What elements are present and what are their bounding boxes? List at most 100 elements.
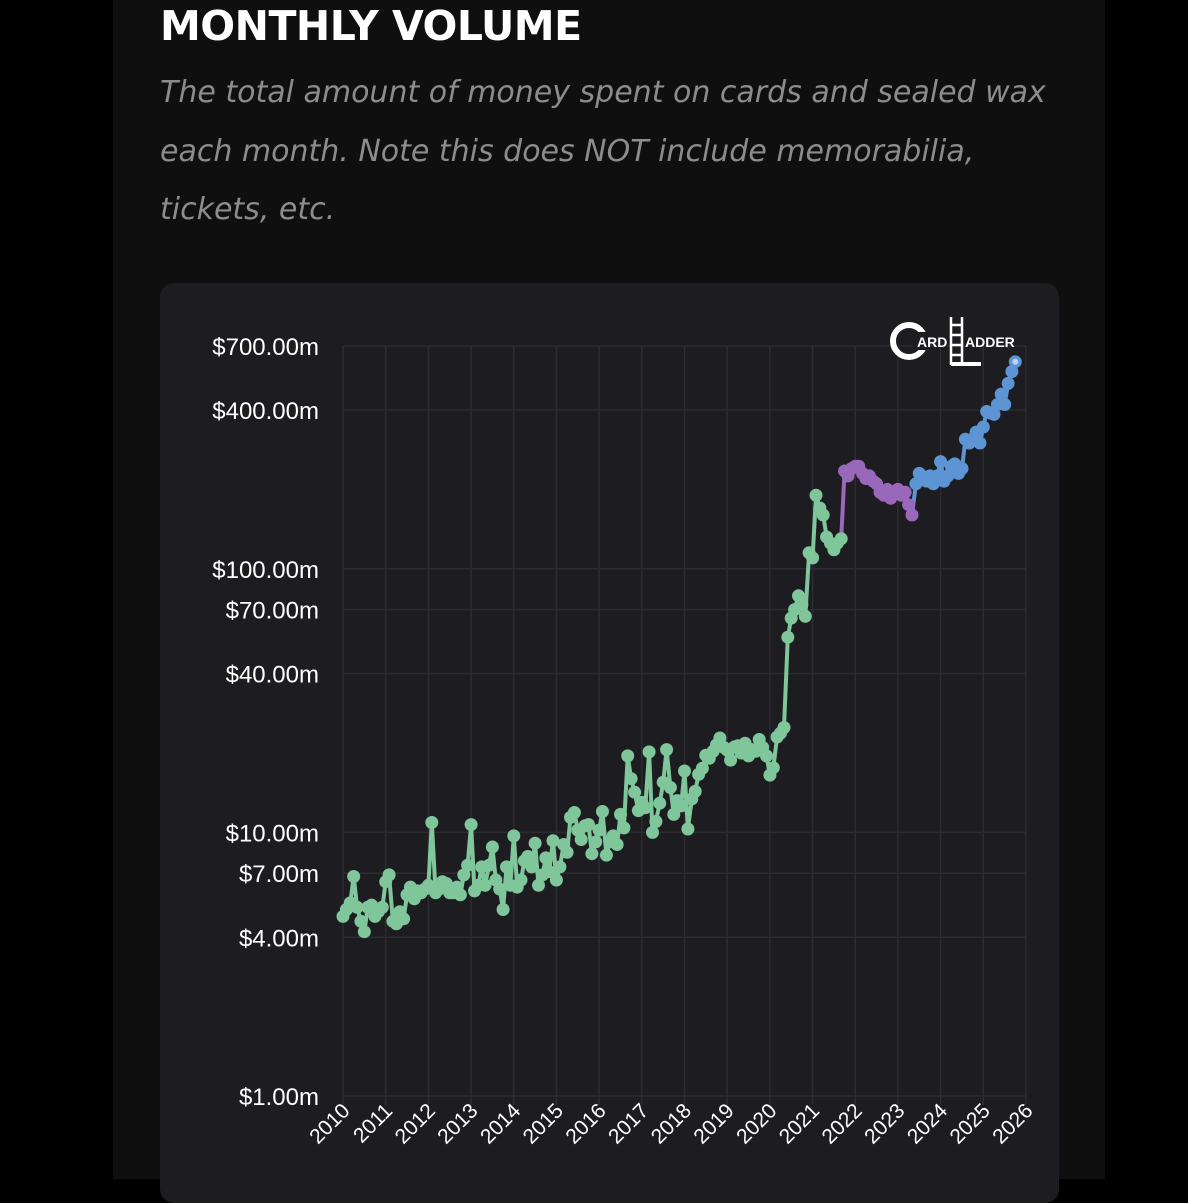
data-point	[660, 743, 674, 757]
y-tick-label: $700.00m	[212, 334, 319, 361]
data-point	[973, 436, 987, 450]
data-point	[834, 532, 848, 546]
data-point	[681, 822, 695, 836]
chart-grid	[342, 345, 1027, 1105]
data-point	[610, 838, 624, 851]
data-point	[816, 508, 830, 522]
page-title: MONTHLY VOLUME	[160, 2, 582, 50]
y-tick-label: $400.00m	[212, 398, 319, 425]
data-point	[1001, 376, 1015, 390]
y-tick-label: $100.00m	[212, 557, 319, 584]
data-point	[678, 764, 691, 778]
data-point	[798, 609, 812, 623]
y-axis: $1.00m $4.00m $7.00m $10.00m $40.00m $70.00m $…	[212, 334, 319, 1111]
data-point	[592, 823, 606, 837]
data-point	[624, 772, 638, 786]
data-point	[617, 821, 631, 835]
data-point	[354, 914, 368, 928]
data-point	[760, 749, 773, 763]
data-point	[628, 785, 642, 799]
x-axis: 2010201120122013201420152016201720182019…	[305, 1099, 1037, 1149]
data-point	[539, 851, 553, 865]
data-point	[507, 829, 521, 843]
chart-card: $1.00m $4.00m $7.00m $10.00m $40.00m $70.00m $…	[160, 283, 1059, 1203]
data-point	[482, 858, 496, 872]
data-point	[766, 761, 780, 775]
data-point	[582, 818, 595, 832]
series-line-monthly-volume-early	[341, 493, 844, 934]
data-point	[902, 498, 916, 512]
data-point	[589, 835, 603, 849]
data-point	[567, 806, 581, 819]
x-tick-label: 2024	[903, 1099, 953, 1149]
data-point	[781, 630, 795, 644]
y-tick-label: $10.00m	[226, 820, 319, 847]
data-point	[646, 825, 659, 839]
x-tick-label: 2012	[391, 1099, 440, 1148]
x-tick-label: 2023	[860, 1099, 909, 1148]
data-point	[642, 745, 656, 759]
data-point	[514, 873, 528, 887]
data-point	[596, 805, 609, 818]
data-point	[987, 407, 1001, 421]
monthly-volume-chart: $1.00m $4.00m $7.00m $10.00m $40.00m $70.00m $…	[212, 317, 1038, 1149]
chart-series	[336, 355, 1022, 939]
card-ladder-logo: ARD ADDER	[890, 317, 1015, 366]
x-tick-label: 2017	[604, 1099, 653, 1148]
x-tick-label: 2014	[476, 1099, 526, 1149]
data-point	[955, 462, 969, 475]
data-point	[347, 870, 361, 883]
x-tick-label: 2020	[732, 1099, 781, 1148]
data-point	[674, 799, 688, 813]
x-tick-label: 2013	[433, 1099, 482, 1148]
x-tick-label: 2026	[988, 1099, 1037, 1148]
data-point	[496, 903, 510, 916]
data-point	[532, 878, 545, 892]
x-tick-label: 2011	[349, 1099, 397, 1147]
data-point	[585, 847, 599, 861]
logo-word-adder: ADDER	[965, 334, 1015, 350]
data-point	[478, 878, 492, 892]
y-tick-label: $4.00m	[239, 925, 319, 952]
data-point	[453, 888, 467, 902]
data-point	[375, 900, 389, 914]
data-point	[357, 925, 371, 939]
data-point	[777, 721, 791, 734]
data-point	[667, 807, 681, 821]
y-tick-label: $7.00m	[239, 861, 319, 888]
x-tick-label: 2021	[775, 1099, 824, 1148]
data-point	[521, 850, 535, 863]
data-point	[500, 860, 513, 874]
data-point	[461, 858, 475, 872]
x-tick-label: 2019	[689, 1099, 738, 1148]
data-point	[599, 848, 613, 862]
data-point	[493, 882, 507, 896]
y-tick-label: $1.00m	[239, 1084, 319, 1111]
ladder-icon	[949, 317, 981, 366]
x-tick-label: 2018	[647, 1099, 696, 1148]
data-point	[898, 485, 912, 499]
x-tick-label: 2015	[519, 1099, 568, 1148]
data-point	[724, 753, 738, 767]
data-point	[546, 834, 560, 848]
data-point	[382, 868, 396, 882]
x-tick-label: 2016	[561, 1099, 610, 1148]
logo-word-ard: ARD	[917, 334, 947, 350]
data-point	[574, 833, 588, 846]
data-point	[560, 845, 574, 859]
data-point	[528, 836, 542, 850]
data-point	[621, 749, 635, 763]
data-point	[994, 387, 1008, 401]
data-point	[934, 455, 948, 469]
data-point	[688, 784, 702, 798]
data-point	[425, 816, 439, 829]
data-point	[663, 781, 677, 794]
y-tick-label: $40.00m	[226, 662, 319, 689]
data-point	[809, 488, 823, 502]
data-point	[806, 551, 820, 565]
data-point	[525, 860, 539, 874]
data-point	[638, 801, 652, 815]
data-point	[397, 912, 411, 926]
data-point	[553, 860, 567, 874]
data-point	[795, 598, 809, 612]
